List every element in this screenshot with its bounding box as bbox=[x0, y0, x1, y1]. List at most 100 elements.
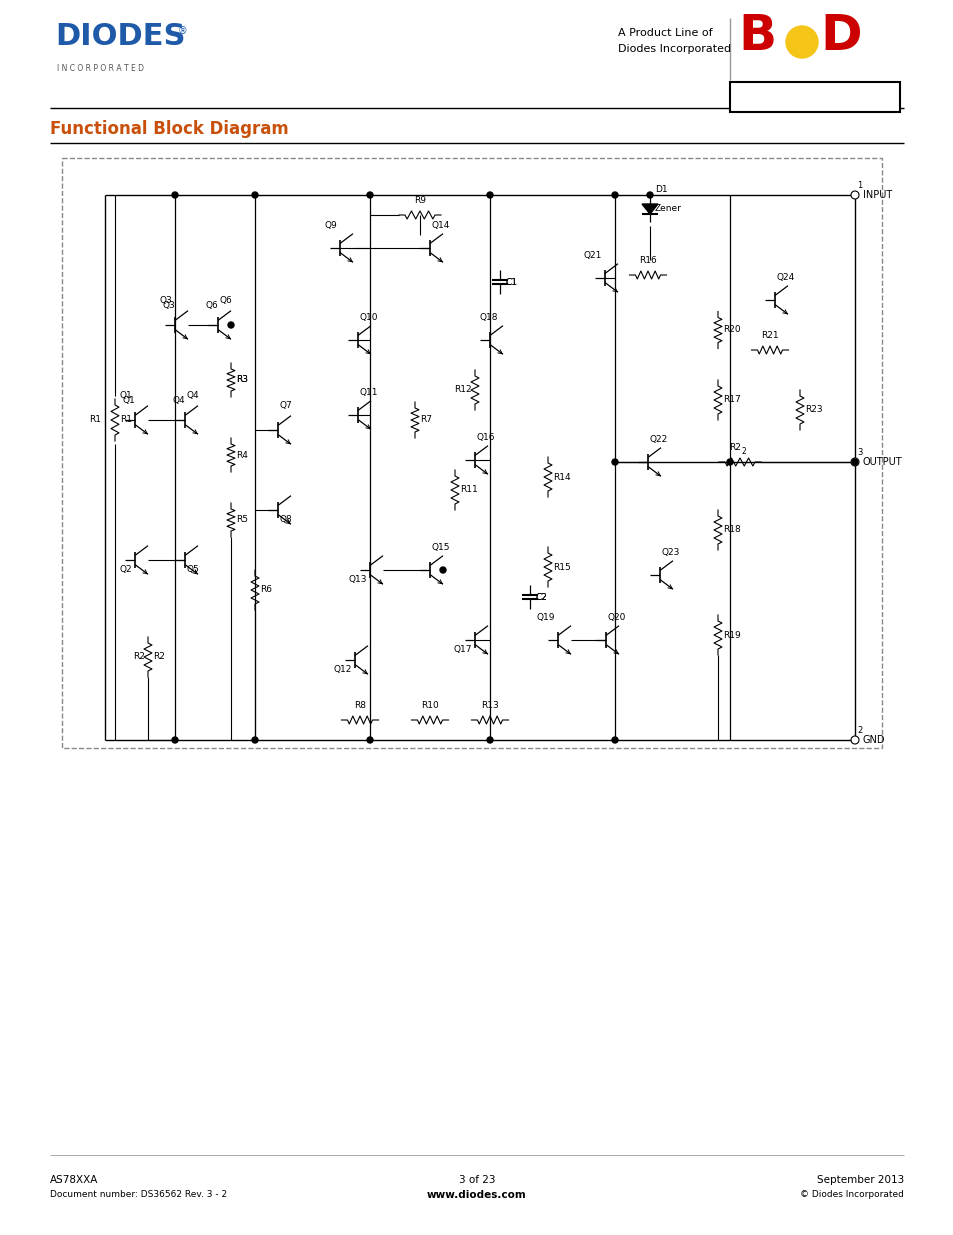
Text: R20: R20 bbox=[722, 326, 740, 335]
Text: R14: R14 bbox=[553, 473, 570, 482]
Text: Q23: Q23 bbox=[661, 548, 679, 557]
Text: Q20: Q20 bbox=[607, 613, 626, 622]
Text: Q9: Q9 bbox=[324, 221, 336, 230]
Circle shape bbox=[252, 191, 257, 198]
Text: 2: 2 bbox=[741, 447, 746, 456]
Circle shape bbox=[612, 191, 618, 198]
Text: © Diodes Incorporated: © Diodes Incorporated bbox=[800, 1191, 903, 1199]
Text: R4: R4 bbox=[235, 451, 248, 459]
Text: AS78XXA: AS78XXA bbox=[50, 1174, 98, 1186]
Text: Q2: Q2 bbox=[119, 564, 132, 574]
Text: Q1: Q1 bbox=[122, 396, 135, 405]
Text: Q6: Q6 bbox=[220, 296, 233, 305]
Text: R5: R5 bbox=[235, 515, 248, 525]
Text: D: D bbox=[820, 12, 861, 61]
Text: Q11: Q11 bbox=[359, 388, 378, 396]
Text: Q21: Q21 bbox=[583, 251, 601, 261]
Text: R2: R2 bbox=[728, 443, 740, 452]
Bar bbox=[62, 158, 882, 748]
Text: Q12: Q12 bbox=[334, 664, 352, 674]
Circle shape bbox=[850, 736, 858, 743]
Text: GND: GND bbox=[862, 735, 884, 745]
Text: R13: R13 bbox=[480, 701, 498, 710]
Text: R9: R9 bbox=[414, 196, 426, 205]
Text: Q22: Q22 bbox=[649, 435, 667, 445]
Text: R10: R10 bbox=[420, 701, 438, 710]
Text: Q19: Q19 bbox=[536, 613, 555, 622]
Text: R3: R3 bbox=[235, 375, 248, 384]
Circle shape bbox=[367, 191, 373, 198]
Text: C1: C1 bbox=[505, 278, 517, 287]
Text: B: B bbox=[738, 12, 776, 61]
Text: Q15: Q15 bbox=[432, 543, 450, 552]
Text: OUTPUT: OUTPUT bbox=[862, 457, 902, 467]
Circle shape bbox=[367, 737, 373, 743]
Text: ®: ® bbox=[178, 26, 188, 36]
Text: R2: R2 bbox=[133, 652, 145, 662]
Text: 1: 1 bbox=[856, 182, 862, 190]
Text: R15: R15 bbox=[553, 562, 570, 572]
Text: R23: R23 bbox=[804, 405, 821, 415]
Text: Q6: Q6 bbox=[205, 301, 218, 310]
Text: AS78XXA: AS78XXA bbox=[767, 88, 861, 106]
Text: 3 of 23: 3 of 23 bbox=[458, 1174, 495, 1186]
Circle shape bbox=[486, 191, 493, 198]
Text: Functional Block Diagram: Functional Block Diagram bbox=[50, 120, 289, 138]
Text: R11: R11 bbox=[459, 485, 477, 494]
Circle shape bbox=[439, 567, 446, 573]
Text: Diodes Incorporated: Diodes Incorporated bbox=[618, 44, 730, 54]
Circle shape bbox=[228, 322, 233, 329]
Circle shape bbox=[486, 737, 493, 743]
Text: INPUT: INPUT bbox=[862, 190, 891, 200]
Text: Q10: Q10 bbox=[359, 312, 378, 322]
Circle shape bbox=[612, 459, 618, 466]
Text: R21: R21 bbox=[760, 331, 778, 340]
Text: D1: D1 bbox=[655, 185, 667, 194]
Polygon shape bbox=[641, 204, 658, 214]
Circle shape bbox=[172, 191, 178, 198]
Text: R3: R3 bbox=[235, 375, 248, 384]
Text: Q4: Q4 bbox=[172, 396, 185, 405]
Text: September 2013: September 2013 bbox=[816, 1174, 903, 1186]
Text: Q24: Q24 bbox=[776, 273, 795, 282]
Text: R6: R6 bbox=[260, 585, 272, 594]
Text: Q5: Q5 bbox=[187, 564, 199, 574]
Text: Q17: Q17 bbox=[453, 645, 472, 655]
Circle shape bbox=[850, 191, 858, 199]
Text: Q1: Q1 bbox=[119, 391, 132, 400]
Circle shape bbox=[252, 737, 257, 743]
Bar bbox=[729, 82, 899, 112]
Text: R18: R18 bbox=[722, 526, 740, 535]
Text: C1: C1 bbox=[505, 278, 517, 287]
Text: Q14: Q14 bbox=[432, 221, 450, 230]
Circle shape bbox=[726, 459, 732, 466]
Text: Q13: Q13 bbox=[348, 576, 367, 584]
Text: R2: R2 bbox=[152, 652, 165, 662]
Text: DIODES: DIODES bbox=[55, 22, 185, 51]
Text: R19: R19 bbox=[722, 631, 740, 640]
Text: R17: R17 bbox=[722, 395, 740, 405]
Circle shape bbox=[851, 459, 857, 466]
Text: www.diodes.com: www.diodes.com bbox=[427, 1191, 526, 1200]
Text: A Product Line of: A Product Line of bbox=[618, 28, 712, 38]
Text: Q16: Q16 bbox=[476, 433, 495, 442]
Text: Q18: Q18 bbox=[479, 312, 498, 322]
Text: C2: C2 bbox=[536, 593, 547, 601]
Text: 3: 3 bbox=[856, 448, 862, 457]
Text: 2: 2 bbox=[856, 726, 862, 735]
Text: Q4: Q4 bbox=[187, 391, 199, 400]
Text: Q8: Q8 bbox=[280, 515, 293, 524]
Text: R12: R12 bbox=[454, 385, 472, 394]
Circle shape bbox=[172, 737, 178, 743]
Circle shape bbox=[612, 737, 618, 743]
Text: Q3: Q3 bbox=[162, 301, 175, 310]
Text: I N C O R P O R A T E D: I N C O R P O R A T E D bbox=[57, 64, 144, 73]
Text: Q3: Q3 bbox=[159, 296, 172, 305]
Text: R8: R8 bbox=[354, 701, 366, 710]
Circle shape bbox=[785, 26, 817, 58]
Text: Q7: Q7 bbox=[280, 401, 293, 410]
Text: R1: R1 bbox=[89, 415, 101, 425]
Text: R7: R7 bbox=[419, 415, 432, 425]
Text: R16: R16 bbox=[639, 256, 657, 266]
Text: C2: C2 bbox=[536, 593, 547, 601]
